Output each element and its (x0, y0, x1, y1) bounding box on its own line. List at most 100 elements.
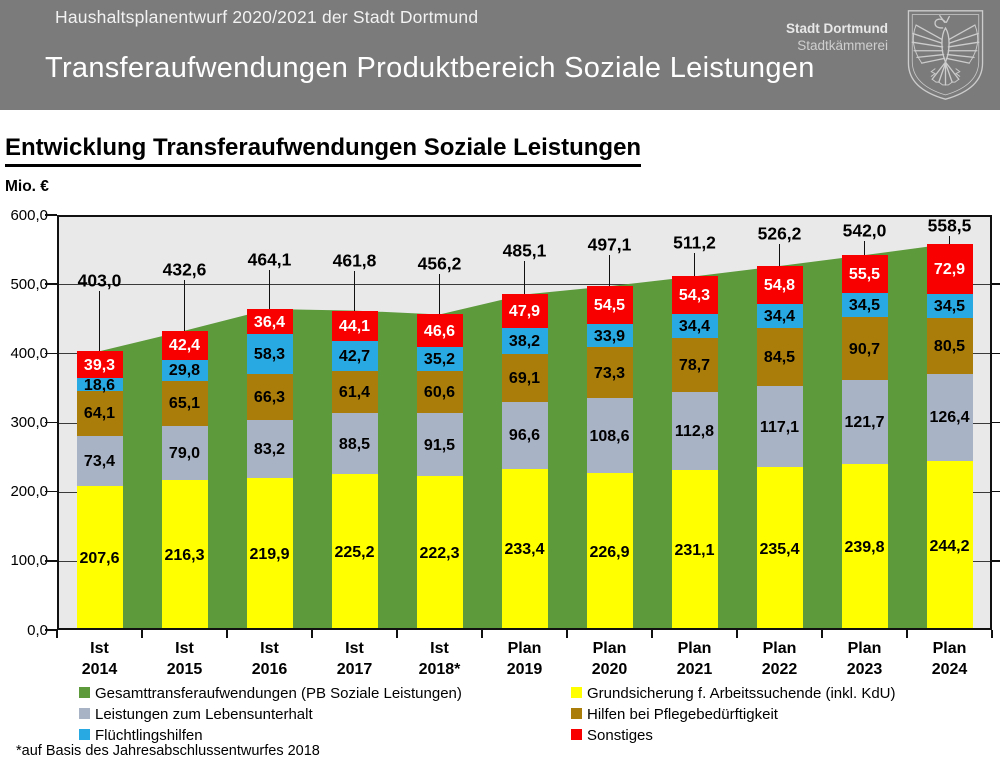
bar-segment (246, 334, 293, 375)
bar-segment-value: 126,4 (929, 409, 970, 427)
total-leader-line (948, 235, 951, 244)
total-leader-line (353, 270, 356, 311)
legend-chip (571, 687, 582, 698)
total-leader-line (523, 261, 526, 295)
bar-segment (331, 370, 378, 413)
bar-segment-value: 54,3 (678, 287, 711, 305)
bar-segment-value: 61,4 (338, 383, 371, 401)
bar-segment-value: 54,5 (593, 296, 626, 314)
bar-segment (246, 420, 293, 478)
total-value-label: 461,8 (332, 250, 377, 271)
bar-segment-value: 235,4 (759, 540, 800, 558)
bar-segment-value: 96,6 (508, 427, 541, 445)
legend-chip (79, 687, 90, 698)
bar-segment (416, 476, 463, 630)
bar-segment-value: 225,2 (334, 544, 375, 562)
bar-segment (756, 303, 803, 328)
bar-segment (926, 294, 973, 318)
bar-segment-value: 47,9 (508, 302, 541, 320)
org-block: Stadt Dortmund Stadtkämmerei (786, 20, 888, 54)
y-axis-label: 500,0 (10, 275, 48, 293)
bar-segment (331, 341, 378, 371)
total-leader-line (98, 291, 101, 352)
bar-segment-value: 84,5 (763, 348, 796, 366)
x-axis-label: Ist 2017 (336, 640, 373, 678)
bar-segment (586, 286, 633, 324)
bar-segment-value: 72,9 (933, 260, 966, 278)
bar-segment (756, 266, 803, 304)
bar-segment-value: 64,1 (83, 405, 116, 423)
bar-segment (161, 330, 208, 361)
bar-segment (586, 323, 633, 348)
x-axis-tick (736, 630, 738, 638)
bar-segment-value: 66,3 (253, 389, 286, 407)
bar-segment (841, 254, 888, 294)
bar-segment-value: 34,5 (933, 298, 966, 316)
bar-segment-value: 35,2 (423, 350, 456, 368)
y-axis-tick-left (45, 490, 57, 493)
bar-segment-value: 112,8 (674, 423, 715, 441)
bar-segment (331, 310, 378, 342)
x-axis-tick (906, 630, 908, 638)
bar-segment (841, 293, 888, 318)
bar-segment-value: 42,7 (338, 347, 371, 365)
legend-chip (79, 729, 90, 740)
x-axis-label: Plan 2024 (931, 640, 968, 678)
bar-segment-value: 233,4 (504, 541, 545, 559)
header-bar: Haushaltsplanentwurf 2020/2021 der Stadt… (0, 0, 1000, 110)
bar-segment (501, 294, 548, 328)
bar-segment (501, 353, 548, 402)
bar-segment-value: 42,4 (168, 337, 201, 355)
y-axis-tick-right (992, 352, 1000, 355)
legend-chip (571, 729, 582, 740)
bar-segment-value: 222,3 (419, 545, 460, 563)
bar-segment (586, 473, 633, 630)
x-axis-tick (226, 630, 228, 638)
y-axis-label: 0,0 (27, 621, 48, 639)
legend-label: Sonstiges (587, 727, 653, 744)
total-value-label: 558,5 (927, 215, 972, 236)
y-axis-label: 400,0 (10, 344, 48, 362)
bar-segment (76, 351, 123, 379)
bar-segment-value: 239,8 (844, 539, 885, 557)
footnote: *auf Basis des Jahresabschlussentwurfes … (16, 743, 320, 759)
total-leader-line (438, 274, 441, 315)
x-axis-tick (56, 630, 58, 638)
bar-segment (756, 327, 803, 387)
y-axis-label: 200,0 (10, 483, 48, 501)
bar-segment-value: 91,5 (423, 436, 456, 454)
bar-segment-value: 83,2 (253, 441, 286, 459)
bar-segment (161, 425, 208, 481)
bar-segment-value: 29,8 (168, 362, 201, 380)
bar-segment-value: 244,2 (929, 537, 970, 555)
bar-segment (246, 374, 293, 421)
bar-segment (671, 337, 718, 393)
total-value-label: 485,1 (502, 240, 547, 261)
x-axis-tick (651, 630, 653, 638)
org-name: Stadt Dortmund (786, 21, 888, 36)
bar-segment (416, 371, 463, 413)
y-axis-tick-right (992, 490, 1000, 493)
bar-segment-value: 231,1 (674, 542, 715, 560)
bar-segment-value: 38,2 (508, 332, 541, 350)
x-axis-tick (311, 630, 313, 638)
y-axis-unit-label: Mio. € (5, 178, 49, 195)
x-axis-label: Ist 2018* (418, 640, 461, 678)
bar-segment (586, 397, 633, 474)
total-value-label: 403,0 (77, 270, 122, 291)
y-axis-tick-right (992, 560, 1000, 562)
x-axis-label: Ist 2015 (166, 640, 203, 678)
y-axis-label: 600,0 (10, 206, 48, 224)
legend-label: Grundsicherung f. Arbeitssuchende (inkl.… (587, 685, 896, 702)
bar-segment (161, 480, 208, 630)
org-subname: Stadtkämmerei (797, 38, 888, 53)
legend-chip (79, 708, 90, 719)
bar-segment-value: 117,1 (759, 418, 800, 436)
bar-segment-value: 207,6 (79, 550, 120, 568)
x-axis-label: Plan 2019 (506, 640, 543, 678)
total-leader-line (863, 241, 866, 256)
y-axis-tick-right (992, 421, 1000, 424)
bar-segment-value: 46,6 (423, 322, 456, 340)
